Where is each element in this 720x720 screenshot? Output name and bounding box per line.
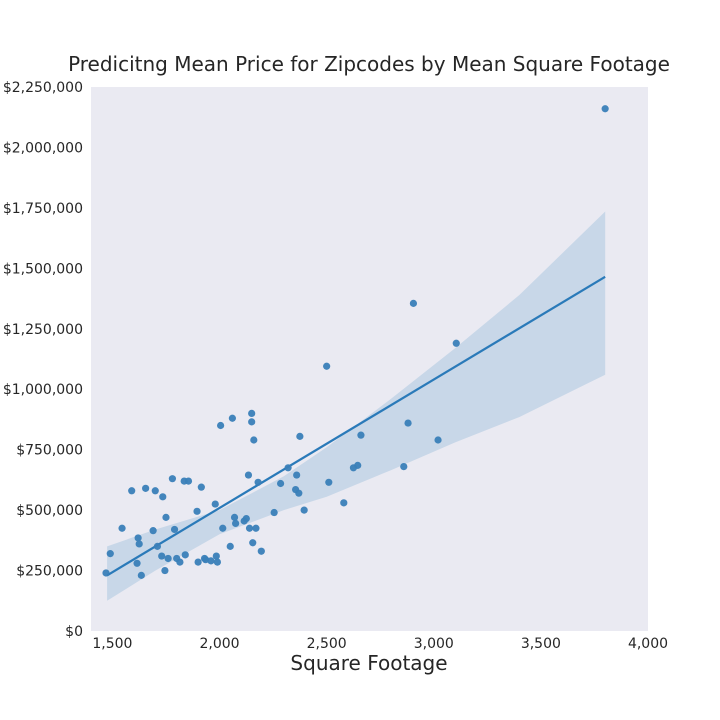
data-point: [176, 558, 184, 566]
data-point: [181, 551, 189, 559]
data-point: [601, 105, 609, 113]
y-tick-label: $2,250,000: [3, 80, 83, 96]
data-point: [212, 552, 220, 560]
data-point: [228, 414, 236, 422]
data-point: [164, 554, 172, 563]
data-point: [293, 471, 301, 479]
data-point: [340, 499, 348, 507]
y-tick-label: $0: [65, 624, 83, 640]
data-point: [276, 479, 285, 488]
data-point: [252, 524, 260, 532]
data-point: [207, 557, 215, 565]
data-point: [213, 558, 221, 566]
x-tick-label: 2,500: [307, 636, 347, 652]
x-tick-label: 3,500: [521, 636, 561, 652]
data-point: [434, 436, 442, 444]
data-point: [232, 519, 240, 528]
data-point: [202, 556, 210, 564]
confidence-band-layer: [107, 211, 606, 601]
data-point: [153, 542, 162, 550]
data-point: [142, 484, 150, 492]
data-point: [244, 471, 253, 479]
data-point: [248, 409, 256, 417]
y-tick-label: $1,500,000: [3, 261, 83, 277]
y-tick-label: $1,250,000: [3, 322, 83, 338]
x-axis-label: Square Footage: [290, 651, 447, 675]
data-point: [149, 527, 157, 535]
data-point: [197, 483, 205, 491]
data-point: [409, 299, 418, 307]
data-point: [323, 362, 331, 370]
data-point: [284, 464, 292, 472]
data-point: [159, 493, 167, 501]
data-point: [137, 571, 145, 579]
data-point: [354, 461, 362, 469]
data-point: [452, 339, 460, 347]
confidence-band: [107, 211, 606, 601]
data-point: [250, 436, 258, 444]
data-point: [158, 552, 166, 560]
data-point: [357, 431, 365, 439]
y-tick-label: $2,000,000: [3, 140, 83, 156]
data-point: [161, 566, 169, 575]
y-tick-label: $250,000: [16, 564, 83, 580]
data-point: [118, 524, 126, 532]
data-point: [296, 432, 304, 440]
x-tick-label: 4,000: [628, 636, 668, 652]
data-point: [242, 514, 250, 523]
data-point: [404, 419, 412, 427]
data-point: [128, 487, 136, 495]
data-point: [325, 478, 333, 486]
data-point: [168, 475, 177, 483]
data-point: [184, 477, 193, 485]
y-tick-label: $500,000: [16, 503, 83, 519]
x-tick-label: 1,500: [92, 636, 132, 652]
data-point: [270, 508, 278, 517]
data-point: [162, 513, 170, 521]
data-point: [400, 462, 408, 471]
data-point: [257, 547, 265, 555]
data-point: [217, 421, 225, 430]
y-tick-label: $1,750,000: [3, 201, 83, 217]
data-points-layer: [102, 105, 609, 579]
y-tick-labels: $0 $250,000 $500,000 $750,000 $1,000,000 $1,2…: [3, 80, 83, 640]
data-point: [106, 550, 114, 558]
data-point: [135, 540, 143, 548]
data-point: [295, 489, 303, 497]
data-point: [245, 524, 254, 532]
x-tick-label: 2,000: [199, 636, 239, 652]
data-point: [133, 559, 141, 567]
y-tick-label: $750,000: [16, 443, 83, 459]
data-point: [248, 418, 256, 426]
regression-line: [106, 275, 606, 577]
chart-title: Predicitng Mean Price for Zipcodes by Me…: [68, 52, 670, 76]
data-point: [211, 500, 219, 508]
data-point: [230, 513, 239, 521]
y-tick-label: $1,000,000: [3, 382, 83, 398]
data-point: [249, 539, 257, 547]
data-point: [194, 558, 202, 566]
regression-line-layer: [106, 275, 606, 577]
data-point: [226, 542, 234, 550]
data-point: [151, 487, 159, 495]
x-tick-label: 3,000: [414, 636, 454, 652]
data-point: [219, 524, 227, 532]
data-point: [102, 569, 110, 577]
data-point: [254, 478, 262, 486]
data-point: [170, 525, 179, 534]
data-point: [300, 506, 308, 514]
data-point: [193, 507, 201, 515]
x-tick-labels: 1,500 2,000 2,500 3,000 3,500 4,000: [92, 636, 668, 652]
data-point: [134, 534, 142, 542]
